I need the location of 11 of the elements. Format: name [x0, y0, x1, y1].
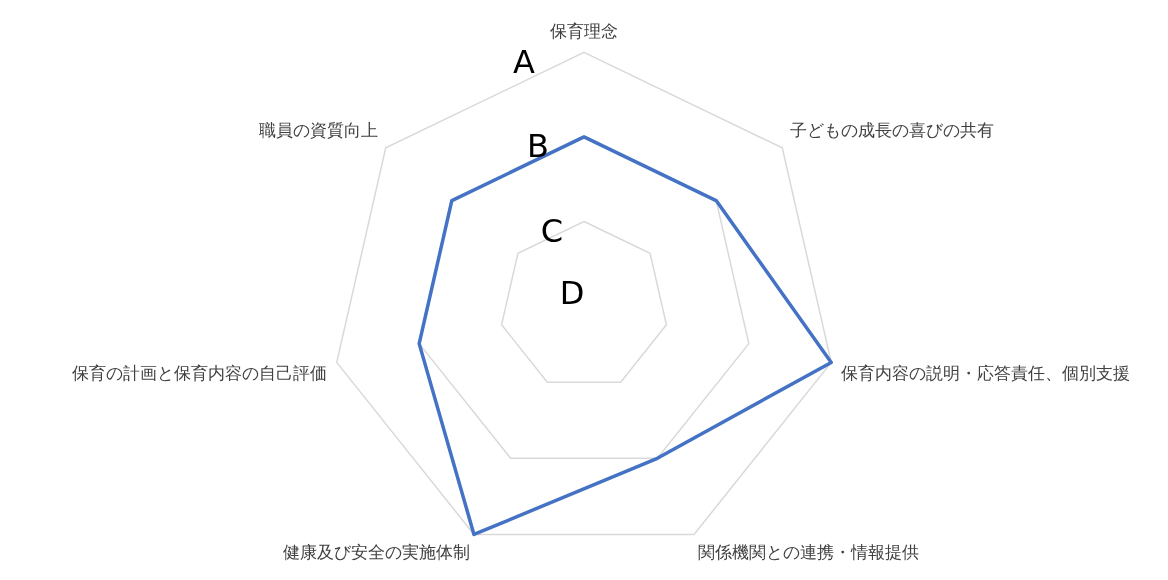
spoke-label: 職員の資質向上	[258, 119, 378, 140]
y-tick-label: C	[540, 211, 564, 250]
y-tick-label: A	[513, 42, 536, 81]
spoke-label: 健康及び安全の実施体制	[282, 542, 470, 563]
spoke-label: 保育理念	[550, 20, 618, 41]
spoke-label: 保育の計画と保育内容の自己評価	[72, 363, 328, 384]
y-tick-label: D	[559, 274, 585, 313]
spoke-label: 関係機関との連携・情報提供	[698, 542, 920, 563]
spoke-label: 子どもの成長の喜びの共有	[790, 119, 995, 140]
y-tick-label: B	[527, 127, 549, 166]
spoke-label: 保育内容の説明・応答責任、個別支援	[840, 363, 1130, 384]
